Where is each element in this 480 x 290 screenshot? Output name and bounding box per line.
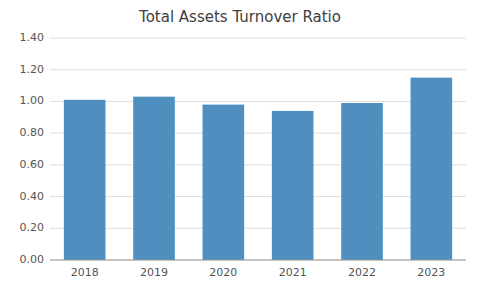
x-tick-label: 2023: [417, 266, 445, 279]
y-tick-label: 0.80: [20, 126, 45, 139]
y-tick-label: 1.00: [20, 94, 45, 107]
grid-line: [50, 38, 466, 39]
bar: [64, 100, 106, 260]
y-tick-label: 1.40: [20, 31, 45, 44]
x-tick-label: 2021: [279, 266, 307, 279]
x-tick-label: 2018: [71, 266, 99, 279]
y-axis: 0.00 0.20 0.40 0.60 0.80 1.00 1.20 1.40: [20, 31, 45, 266]
x-tick-label: 2020: [209, 266, 237, 279]
bar: [272, 111, 314, 260]
y-tick-label: 0.00: [20, 253, 45, 266]
grid-line: [50, 228, 466, 229]
title: Total Assets Turnover Ratio: [138, 8, 341, 26]
bar: [411, 78, 453, 260]
y-tick-label: 0.60: [20, 158, 45, 171]
grid-line: [50, 133, 466, 134]
grid: [50, 38, 466, 260]
y-tick-label: 0.40: [20, 190, 45, 203]
y-tick-label: 1.20: [20, 63, 45, 76]
x-axis-line: [50, 260, 466, 261]
x-axis: 2018 2019 2020 2021 2022 2023: [71, 266, 446, 279]
chart-container: 0.00 0.20 0.40 0.60 0.80 1.00 1.20 1.40 2018 2019…: [0, 0, 480, 290]
grid-line: [50, 260, 466, 261]
grid-line: [50, 101, 466, 102]
x-tick-label: 2022: [348, 266, 376, 279]
grid-line: [50, 164, 466, 165]
bar: [341, 103, 383, 260]
chart: 0.00 0.20 0.40 0.60 0.80 1.00 1.20 1.40 2018 2019…: [0, 0, 480, 290]
bars: [64, 78, 452, 260]
grid-line: [50, 196, 466, 197]
grid-line: [50, 69, 466, 70]
bar: [133, 97, 175, 260]
y-tick-label: 0.20: [20, 221, 45, 234]
bar: [203, 105, 245, 260]
x-tick-label: 2019: [140, 266, 168, 279]
